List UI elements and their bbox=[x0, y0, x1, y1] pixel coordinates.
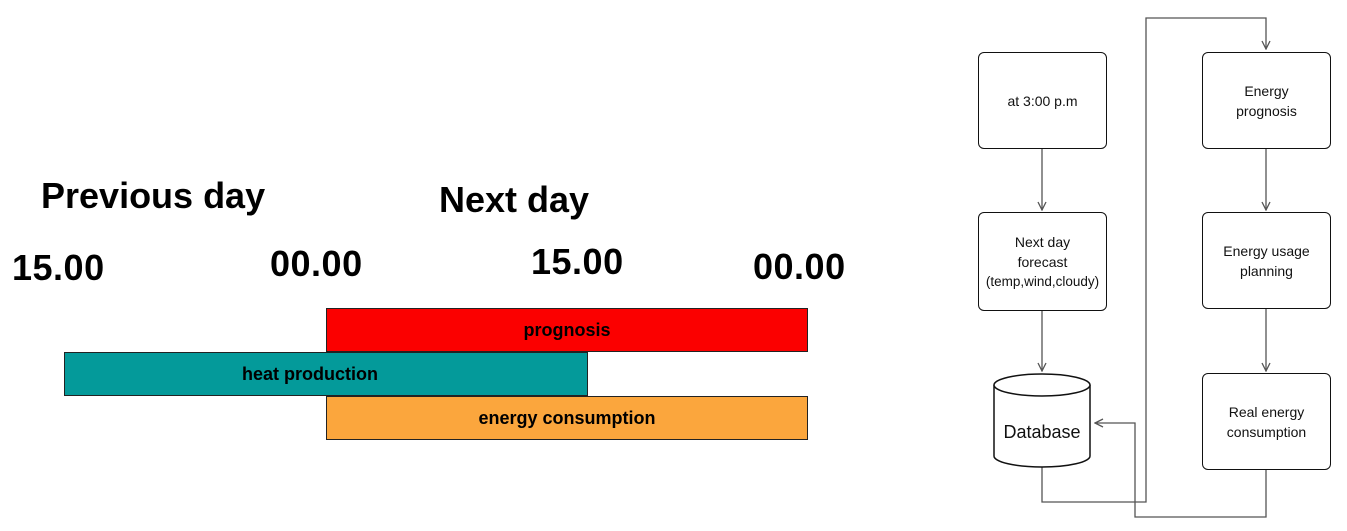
energy-usage-planning-node: Energy usage planning bbox=[1202, 212, 1331, 309]
previous-day-heading: Previous day bbox=[41, 175, 266, 216]
forecast-node-line3: (temp,wind,cloudy) bbox=[985, 273, 1100, 289]
trigger-node: at 3:00 p.m bbox=[978, 52, 1107, 149]
real-energy-consumption-node: Real energy consumption bbox=[1202, 373, 1331, 470]
energy-consumption-bar: energy consumption bbox=[326, 396, 808, 440]
next-day-heading: Next day bbox=[439, 179, 590, 220]
time-label-next-1500: 15.00 bbox=[531, 241, 624, 282]
time-label-next-0000: 00.00 bbox=[753, 246, 846, 287]
database-label: Database bbox=[1003, 422, 1081, 442]
prognosis-bar-label: prognosis bbox=[523, 319, 611, 340]
real-energy-consumption-node-line1: Real energy bbox=[1228, 403, 1305, 420]
forecast-node-line2: forecast bbox=[1017, 253, 1068, 270]
arrow-real-to-database bbox=[1095, 423, 1267, 518]
energy-consumption-bar-label: energy consumption bbox=[478, 407, 656, 428]
energy-prognosis-node-line1: Energy bbox=[1244, 82, 1289, 99]
heat-production-bar-label: heat production bbox=[242, 363, 378, 384]
energy-usage-planning-node-line1: Energy usage bbox=[1223, 242, 1310, 259]
database-cylinder bbox=[993, 373, 1091, 468]
trigger-node-label: at 3:00 p.m bbox=[1007, 92, 1078, 109]
real-energy-consumption-node-line2: consumption bbox=[1226, 423, 1307, 440]
time-label-prev-0000: 00.00 bbox=[270, 243, 363, 284]
energy-prognosis-node: Energy prognosis bbox=[1202, 52, 1331, 149]
energy-usage-planning-node-line2: planning bbox=[1240, 262, 1293, 279]
arrow-database-to-prognosis bbox=[1041, 17, 1266, 503]
prognosis-bar: prognosis bbox=[326, 308, 808, 352]
heat-production-bar: heat production bbox=[64, 352, 588, 396]
forecast-node: Next day forecast (temp,wind,cloudy) bbox=[978, 212, 1107, 311]
forecast-node-line1: Next day bbox=[1014, 233, 1071, 250]
energy-prognosis-node-line2: prognosis bbox=[1236, 102, 1297, 119]
time-label-prev-1500: 15.00 bbox=[12, 247, 105, 288]
